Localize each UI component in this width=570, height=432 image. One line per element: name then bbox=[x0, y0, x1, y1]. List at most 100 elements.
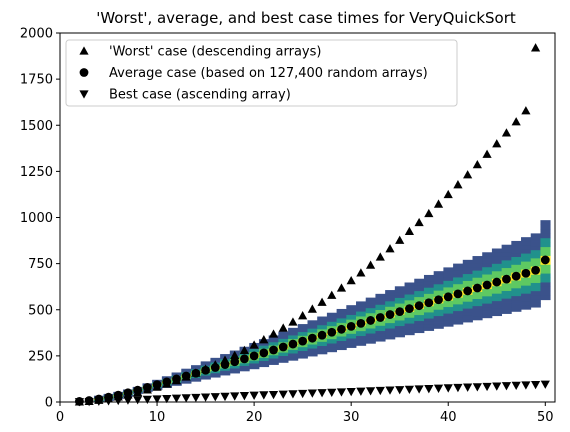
average-case-marker bbox=[269, 345, 278, 355]
average-case-marker bbox=[482, 280, 492, 290]
heatmap-cell bbox=[423, 321, 435, 325]
heatmap-cell bbox=[521, 285, 532, 290]
heatmap-cell bbox=[258, 359, 270, 361]
heatmap-cell bbox=[511, 264, 522, 269]
heatmap-cell bbox=[307, 348, 318, 351]
heatmap-cell bbox=[317, 318, 328, 322]
heatmap-cell bbox=[307, 322, 318, 325]
heatmap-cell bbox=[482, 259, 493, 264]
heatmap-cell bbox=[356, 313, 367, 317]
heatmap-cell bbox=[200, 361, 211, 363]
heatmap-cell bbox=[385, 298, 396, 302]
heatmap-cell bbox=[356, 311, 367, 315]
heatmap-cell bbox=[472, 277, 483, 282]
heatmap-cell bbox=[181, 381, 192, 383]
heatmap-cell bbox=[540, 220, 551, 225]
heatmap-cell bbox=[365, 333, 376, 337]
average-case-marker bbox=[142, 383, 152, 392]
heatmap-cell bbox=[501, 294, 512, 299]
y-tick-label: 2000 bbox=[20, 27, 53, 42]
heatmap-cell bbox=[491, 285, 503, 290]
heatmap-cell bbox=[229, 368, 240, 370]
average-case-marker bbox=[511, 271, 521, 281]
heatmap-cell bbox=[404, 288, 415, 292]
average-case-marker bbox=[317, 330, 327, 340]
heatmap-cell bbox=[394, 328, 405, 332]
heatmap-cell bbox=[297, 331, 308, 334]
heatmap-cell bbox=[365, 340, 376, 344]
heatmap-cell bbox=[307, 326, 318, 329]
heatmap-cell bbox=[394, 331, 405, 335]
heatmap-cell bbox=[200, 377, 211, 379]
heatmap-cell bbox=[462, 311, 473, 316]
heatmap-cell bbox=[511, 284, 522, 289]
heatmap-cell bbox=[385, 303, 396, 307]
heatmap-cell bbox=[385, 333, 396, 337]
heatmap-cell bbox=[423, 287, 435, 291]
heatmap-cell bbox=[404, 291, 415, 295]
heatmap-cell bbox=[375, 338, 386, 342]
average-case-marker bbox=[162, 377, 172, 387]
heatmap-cell bbox=[414, 278, 425, 283]
best-case-marker bbox=[356, 387, 366, 396]
heatmap-cell bbox=[472, 259, 483, 264]
best-case-marker bbox=[268, 390, 279, 400]
heatmap-cell bbox=[394, 314, 405, 318]
heatmap-cell bbox=[210, 372, 221, 375]
best-case-marker bbox=[200, 393, 211, 402]
heatmap-cell bbox=[521, 281, 532, 286]
average-case-marker bbox=[259, 348, 269, 358]
best-case-marker bbox=[288, 390, 298, 399]
heatmap-cell bbox=[511, 295, 522, 301]
heatmap-cell bbox=[365, 302, 376, 306]
heatmap-cell bbox=[423, 305, 435, 310]
heatmap-cell bbox=[365, 338, 376, 342]
heatmap-cell bbox=[288, 356, 299, 359]
heatmap-cell bbox=[491, 311, 503, 317]
best-case-marker bbox=[530, 380, 541, 390]
heatmap-cell bbox=[511, 240, 522, 246]
heatmap-cell bbox=[171, 373, 182, 375]
heatmap-cell bbox=[317, 322, 328, 326]
heatmap-cell bbox=[346, 309, 357, 313]
best-case-marker bbox=[521, 381, 531, 390]
heatmap-cell bbox=[511, 299, 522, 304]
heatmap-cell bbox=[472, 295, 483, 300]
heatmap-cell bbox=[307, 354, 318, 357]
best-case-marker bbox=[317, 389, 327, 398]
y-tick-label: 1500 bbox=[20, 119, 53, 134]
heatmap-cell bbox=[356, 301, 367, 305]
heatmap-cell bbox=[491, 252, 503, 257]
heatmap-cell bbox=[511, 252, 522, 257]
worst-case-marker bbox=[530, 43, 541, 52]
heatmap-cell bbox=[326, 343, 338, 346]
heatmap-cell bbox=[346, 333, 357, 337]
heatmap-cell bbox=[365, 307, 376, 311]
heatmap-cell bbox=[326, 317, 338, 320]
heatmap-cell bbox=[521, 293, 532, 298]
heatmap-cell bbox=[423, 284, 435, 288]
heatmap-cell bbox=[288, 353, 299, 356]
heatmap-cell bbox=[229, 366, 240, 369]
average-case-marker bbox=[395, 307, 405, 316]
heatmap-cell bbox=[394, 300, 405, 304]
heatmap-cell bbox=[394, 294, 405, 298]
heatmap-cell bbox=[462, 280, 473, 285]
heatmap-cell bbox=[365, 335, 376, 339]
best-case-marker bbox=[123, 396, 133, 405]
average-case-marker bbox=[366, 316, 375, 325]
heatmap-cell bbox=[258, 343, 270, 346]
heatmap-cell bbox=[191, 365, 202, 367]
best-case-marker bbox=[210, 393, 220, 402]
heatmap-cell bbox=[423, 278, 435, 282]
best-case-marker bbox=[365, 387, 376, 396]
legend-best-case-label: Best case (ascending array) bbox=[109, 88, 291, 103]
average-case-marker bbox=[443, 292, 453, 302]
heatmap-cell bbox=[346, 345, 357, 348]
heatmap-cell bbox=[220, 371, 231, 374]
heatmap-cell bbox=[220, 372, 231, 375]
heatmap-cell bbox=[365, 330, 376, 334]
heatmap-cell bbox=[433, 283, 444, 288]
heatmap-cell bbox=[258, 365, 270, 368]
heatmap-cell bbox=[317, 349, 328, 353]
